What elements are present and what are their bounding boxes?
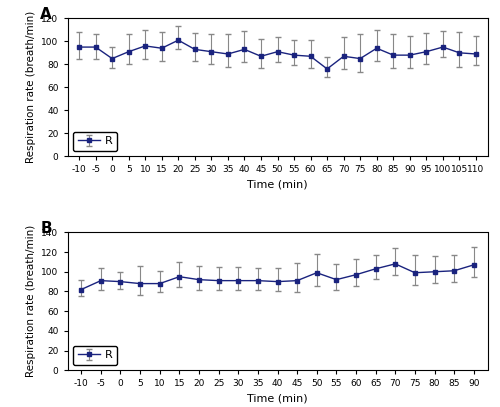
Legend: R: R [73,132,118,151]
Text: B: B [40,221,52,236]
X-axis label: Time (min): Time (min) [247,180,308,190]
Legend: R: R [73,346,118,365]
Y-axis label: Respiration rate (breath/min): Respiration rate (breath/min) [26,225,36,377]
Y-axis label: Respiration rate (breath/min): Respiration rate (breath/min) [26,11,36,164]
Text: A: A [40,7,52,22]
X-axis label: Time (min): Time (min) [247,394,308,404]
